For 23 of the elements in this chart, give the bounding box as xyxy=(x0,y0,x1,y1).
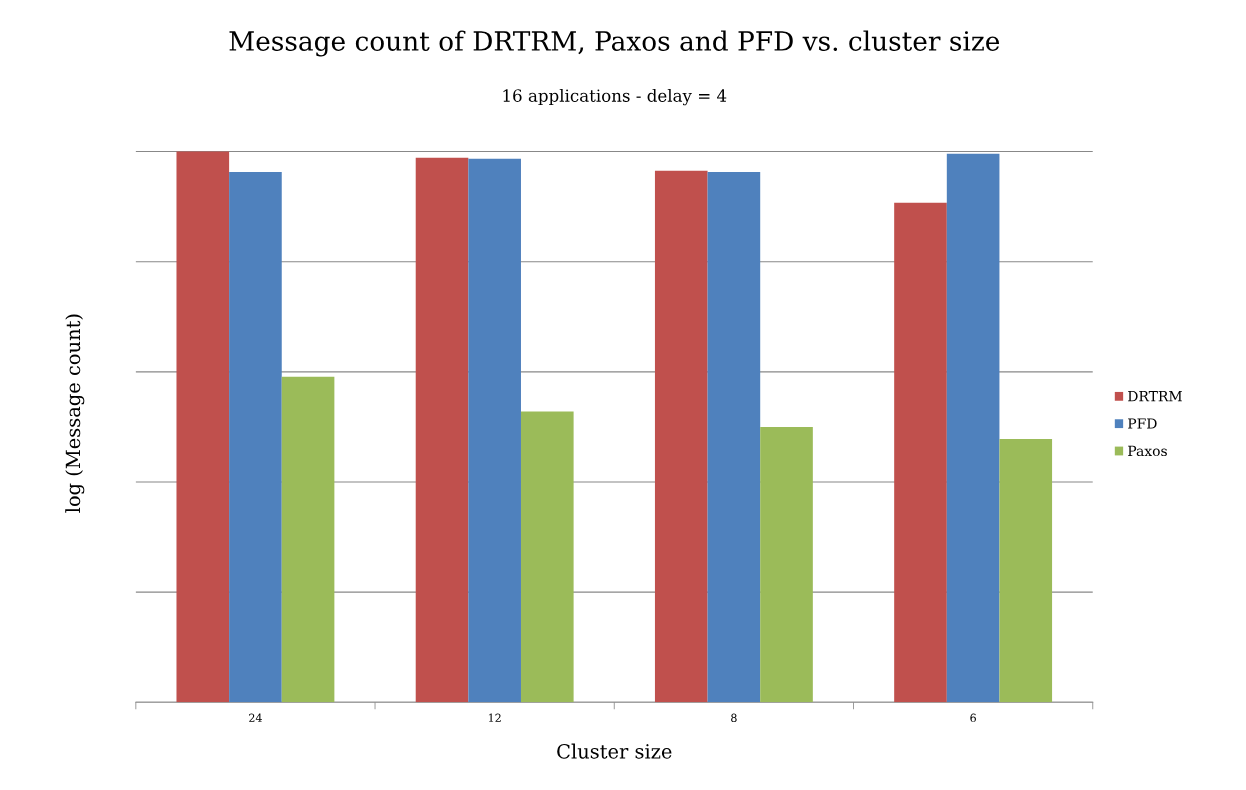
bar xyxy=(894,202,947,703)
bar xyxy=(229,171,282,703)
y-axis-title: log (Message count) xyxy=(65,314,85,513)
chart-subtitle: 16 applications - delay = 4 xyxy=(503,88,727,106)
bar xyxy=(999,439,1053,703)
bar xyxy=(760,426,813,703)
bar xyxy=(415,157,469,703)
x-tick-label: 12 xyxy=(488,713,501,722)
x-tick-label: 24 xyxy=(249,713,262,722)
legend-label: PFD xyxy=(1128,418,1157,429)
bar xyxy=(946,153,1000,703)
bar xyxy=(520,411,574,703)
bar xyxy=(281,376,335,703)
bar xyxy=(654,170,708,703)
x-axis-title: Cluster size xyxy=(557,743,672,759)
chart-title: Message count of DRTRM, Paxos and PFD vs. cluster size xyxy=(229,30,1000,57)
x-tick-label: 6 xyxy=(970,713,976,723)
bar xyxy=(176,151,230,703)
x-tick-label: 8 xyxy=(731,713,737,723)
bar xyxy=(468,158,521,703)
legend-label: DRTRM xyxy=(1128,391,1182,402)
legend-label: Paxos xyxy=(1128,445,1167,457)
bar xyxy=(707,171,761,703)
